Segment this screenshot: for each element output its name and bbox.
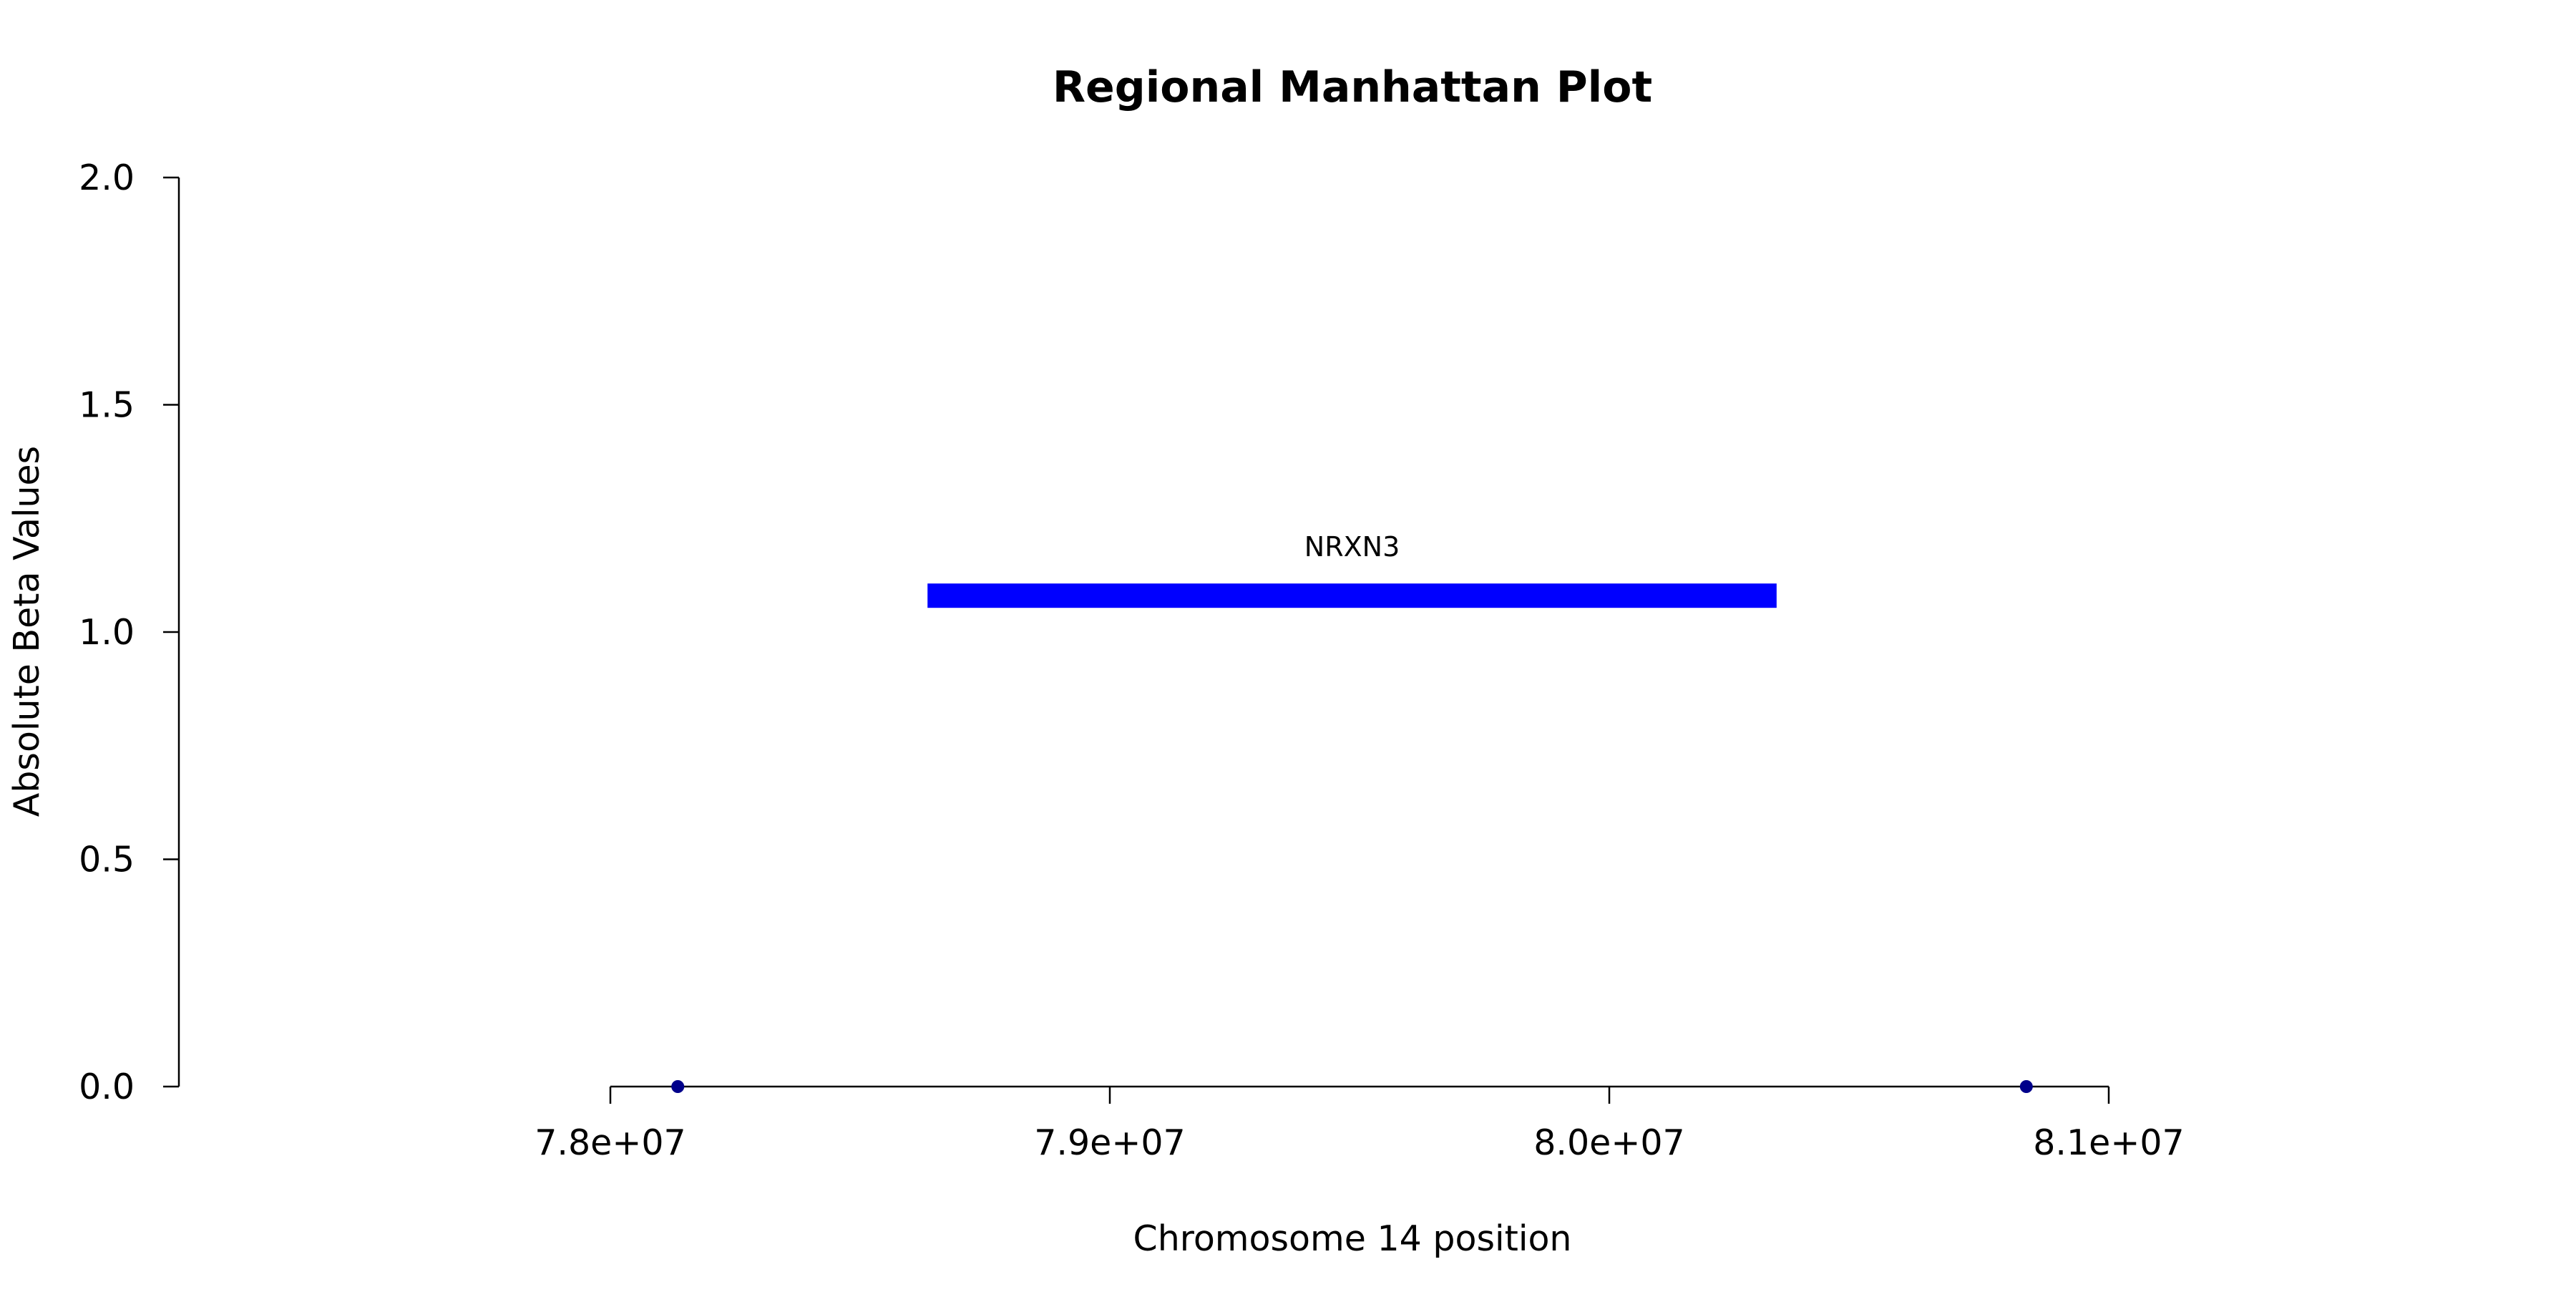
x-axis-label: Chromosome 14 position bbox=[1133, 1218, 1571, 1259]
y-axis-label: Absolute Beta Values bbox=[6, 446, 47, 817]
data-points bbox=[671, 1080, 2033, 1093]
data-point bbox=[671, 1080, 685, 1093]
x-tick-label: 7.8e+07 bbox=[535, 1122, 686, 1163]
x-axis: 7.8e+07 7.9e+07 8.0e+07 8.1e+07 bbox=[535, 1085, 2185, 1163]
y-tick-label: 0.0 bbox=[79, 1067, 135, 1107]
x-tick-label: 7.9e+07 bbox=[1034, 1122, 1185, 1163]
chart-title: Regional Manhattan Plot bbox=[1053, 62, 1652, 112]
gene-label: NRXN3 bbox=[1304, 531, 1400, 563]
y-tick-label: 1.5 bbox=[79, 385, 135, 426]
gene-tracks: NRXN3 bbox=[927, 531, 1777, 608]
y-axis: 0.0 0.5 1.0 1.5 2.0 bbox=[79, 157, 180, 1107]
x-tick-label: 8.0e+07 bbox=[1533, 1122, 1684, 1163]
gene-bar bbox=[927, 583, 1777, 608]
y-tick-label: 2.0 bbox=[79, 157, 135, 198]
y-tick-label: 0.5 bbox=[79, 840, 135, 880]
data-point bbox=[2019, 1080, 2033, 1093]
y-tick-label: 1.0 bbox=[79, 612, 135, 653]
x-tick-label: 8.1e+07 bbox=[2033, 1122, 2184, 1163]
